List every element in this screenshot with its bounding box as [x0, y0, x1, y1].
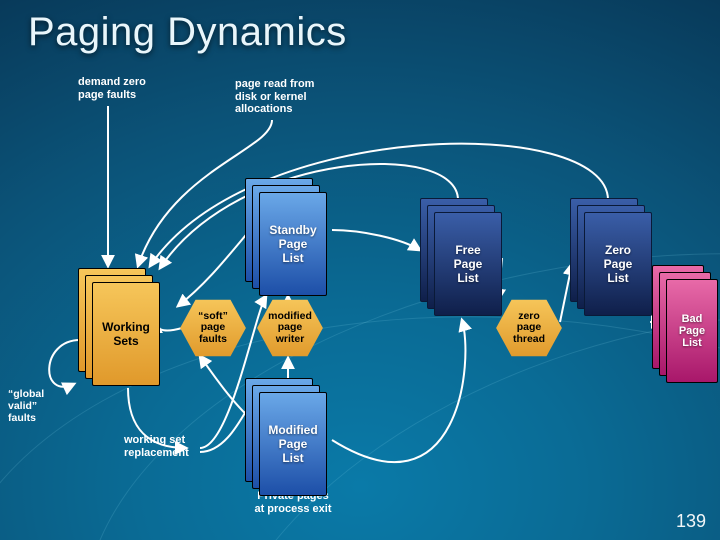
node-label: StandbyPageList	[260, 223, 326, 265]
hex-zero-thread: zeropagethread	[494, 298, 564, 358]
label-global-valid: “globalvalid”faults	[8, 388, 58, 424]
page-number: 139	[676, 511, 706, 532]
node-label: ZeroPageList	[585, 243, 651, 285]
node-label: BadPageList	[667, 313, 717, 349]
slide-title: Paging Dynamics	[28, 10, 347, 55]
label-demand-zero: demand zeropage faults	[78, 76, 188, 101]
label-working-set-repl: working setreplacement	[124, 434, 224, 459]
hex-soft-faults: “soft”pagefaults	[178, 298, 248, 358]
node-label: FreePageList	[435, 243, 501, 285]
node-label: WorkingSets	[93, 320, 159, 348]
hex-modified-writer: modifiedpagewriter	[255, 298, 325, 358]
node-label: ModifiedPageList	[260, 423, 326, 465]
label-page-read: page read fromdisk or kernelallocations	[235, 78, 365, 116]
